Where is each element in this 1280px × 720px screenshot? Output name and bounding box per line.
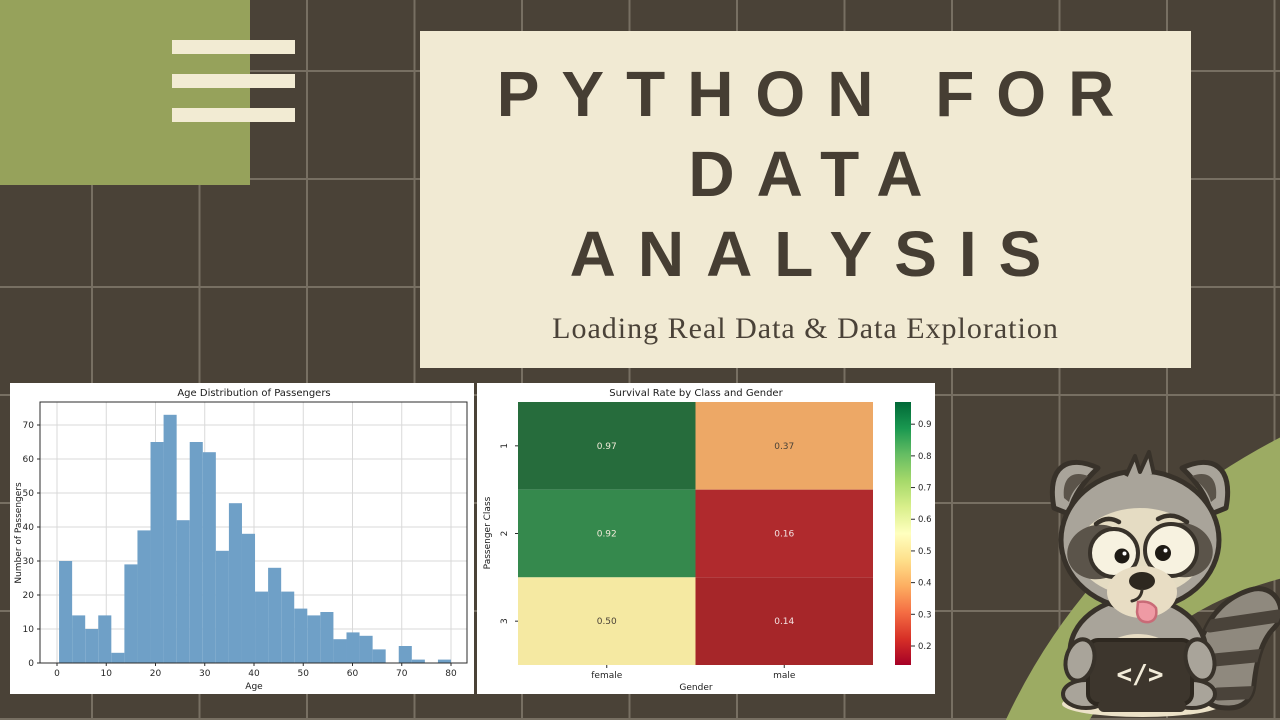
svg-text:0.2: 0.2 — [918, 642, 932, 652]
histogram-bar — [176, 520, 190, 663]
histogram-bar — [163, 414, 177, 663]
histogram-bar — [241, 533, 256, 663]
histogram-bar — [294, 608, 308, 663]
histogram-bar — [98, 615, 112, 663]
heatmap-cell — [518, 402, 696, 490]
svg-text:0.50: 0.50 — [597, 617, 617, 627]
main-title-line: ANALYSIS — [569, 217, 1064, 290]
svg-text:female: female — [591, 671, 622, 681]
histogram-bar — [202, 452, 216, 663]
svg-text:0.9: 0.9 — [918, 420, 932, 430]
histogram-bar — [137, 530, 151, 663]
histogram-bar — [307, 615, 321, 663]
svg-text:20: 20 — [150, 669, 162, 679]
svg-text:80: 80 — [445, 669, 457, 679]
histogram-bar — [255, 591, 269, 663]
svg-text:40: 40 — [248, 669, 260, 679]
histogram-xlabel: Age — [245, 682, 263, 692]
svg-text:0.5: 0.5 — [918, 547, 932, 557]
svg-text:20: 20 — [23, 591, 35, 601]
main-title-line: DATA — [688, 137, 945, 210]
heatmap-figure: 0.97 0.37 0.92 0.16 0.50 0.14 1 2 3 female male 0.9… — [477, 383, 935, 694]
svg-text:0.97: 0.97 — [597, 442, 617, 452]
svg-text:0.14: 0.14 — [774, 617, 794, 627]
histogram-bar — [72, 615, 86, 663]
svg-text:10: 10 — [101, 669, 113, 679]
histogram-bar — [398, 646, 412, 663]
histogram-bar — [124, 564, 138, 663]
heatmap-xlabel: Gender — [679, 683, 712, 693]
title-card: PYTHON FOR DATA ANALYSIS Loading Real Da… — [420, 31, 1191, 368]
svg-text:1: 1 — [500, 443, 510, 449]
histogram-ylabel: Number of Passengers — [14, 482, 24, 584]
svg-text:0: 0 — [54, 669, 60, 679]
histogram-bar — [372, 649, 386, 663]
histogram-bar — [411, 659, 425, 663]
svg-text:0.4: 0.4 — [918, 579, 932, 589]
colorbar — [895, 402, 911, 665]
histogram-title: Age Distribution of Passengers — [177, 388, 330, 399]
heatmap-cell — [518, 489, 696, 578]
heatmap-cell — [695, 489, 873, 578]
histogram-bar — [85, 629, 99, 663]
svg-text:50: 50 — [298, 669, 310, 679]
heatmap-cell — [518, 577, 696, 665]
histogram-bar — [359, 635, 373, 663]
svg-text:2: 2 — [500, 531, 510, 537]
subtitle: Loading Real Data & Data Exploration — [552, 311, 1059, 345]
svg-text:0.8: 0.8 — [918, 452, 932, 462]
histogram-bar — [59, 561, 73, 663]
histogram-figure: 0 10 20 30 40 50 60 70 80 0 10 20 30 40 50 60 70 Age Dis… — [10, 383, 474, 694]
menu-bar-icon — [172, 74, 295, 88]
svg-text:0.37: 0.37 — [774, 442, 794, 452]
svg-text:0.7: 0.7 — [918, 484, 932, 494]
histogram-bar — [437, 659, 452, 663]
svg-text:60: 60 — [23, 455, 35, 465]
svg-text:3: 3 — [500, 618, 510, 624]
histogram-bar — [215, 550, 229, 663]
histogram-bar — [189, 442, 203, 663]
olive-rectangle — [0, 0, 250, 185]
svg-text:30: 30 — [23, 557, 35, 567]
histogram-bar — [320, 612, 334, 663]
heatmap-cell — [695, 577, 873, 665]
svg-text:30: 30 — [199, 669, 211, 679]
heatmap-ylabel: Passenger Class — [483, 496, 493, 569]
svg-text:50: 50 — [23, 489, 35, 499]
main-title-line: PYTHON FOR — [496, 57, 1137, 130]
histogram-bar — [346, 632, 360, 663]
histogram-bar — [228, 503, 242, 663]
histogram-bar — [333, 639, 347, 663]
svg-text:70: 70 — [23, 421, 35, 431]
svg-text:0.3: 0.3 — [918, 610, 932, 620]
histogram-bar — [268, 567, 282, 663]
svg-text:0.6: 0.6 — [918, 515, 932, 525]
histogram-bar — [150, 442, 164, 663]
menu-bar-icon — [172, 108, 295, 122]
svg-text:0.16: 0.16 — [774, 530, 794, 540]
heatmap-title: Survival Rate by Class and Gender — [609, 388, 783, 399]
svg-text:40: 40 — [23, 523, 35, 533]
svg-text:60: 60 — [347, 669, 359, 679]
histogram-bar — [111, 652, 125, 663]
svg-text:10: 10 — [23, 625, 35, 635]
svg-text:0.92: 0.92 — [597, 530, 617, 540]
svg-text:male: male — [773, 671, 796, 681]
svg-text:0: 0 — [28, 659, 34, 669]
svg-text:70: 70 — [396, 669, 408, 679]
heatmap-cell — [695, 402, 873, 490]
menu-bar-icon — [172, 40, 295, 54]
histogram-bar — [281, 591, 295, 663]
